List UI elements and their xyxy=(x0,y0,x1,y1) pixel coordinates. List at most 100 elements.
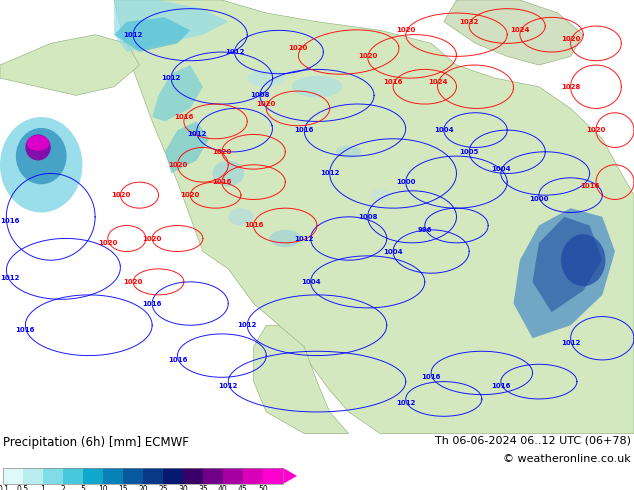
Text: 1016: 1016 xyxy=(143,300,162,307)
Text: 1012: 1012 xyxy=(396,400,415,406)
Text: 50: 50 xyxy=(258,485,268,490)
Bar xyxy=(263,468,283,484)
Bar xyxy=(163,468,183,484)
Text: 1020: 1020 xyxy=(288,45,307,50)
Ellipse shape xyxy=(16,128,67,184)
Text: 1012: 1012 xyxy=(320,171,339,176)
Polygon shape xyxy=(283,468,297,484)
Polygon shape xyxy=(114,0,634,434)
Text: 1020: 1020 xyxy=(358,53,377,59)
Text: Precipitation (6h) [mm] ECMWF: Precipitation (6h) [mm] ECMWF xyxy=(3,436,189,449)
Polygon shape xyxy=(514,208,615,338)
Text: 45: 45 xyxy=(238,485,248,490)
Text: 15: 15 xyxy=(118,485,128,490)
Text: 1012: 1012 xyxy=(187,131,206,137)
Text: 10: 10 xyxy=(98,485,108,490)
Text: 1016: 1016 xyxy=(244,222,263,228)
Text: 1020: 1020 xyxy=(181,192,200,198)
Text: 1008: 1008 xyxy=(358,214,377,220)
Ellipse shape xyxy=(371,189,390,202)
Ellipse shape xyxy=(0,117,82,213)
Text: 0.1: 0.1 xyxy=(0,485,9,490)
Text: 1032: 1032 xyxy=(460,19,479,25)
Bar xyxy=(43,468,63,484)
Bar xyxy=(3,468,23,484)
Text: 1016: 1016 xyxy=(491,383,510,389)
Polygon shape xyxy=(444,0,583,65)
Text: 1004: 1004 xyxy=(434,127,453,133)
Text: 25: 25 xyxy=(158,485,168,490)
Text: 1020: 1020 xyxy=(98,240,117,246)
Text: 40: 40 xyxy=(218,485,228,490)
Bar xyxy=(23,468,43,484)
Text: 1024: 1024 xyxy=(428,79,447,85)
Text: 1016: 1016 xyxy=(384,79,403,85)
Text: 1028: 1028 xyxy=(561,84,580,90)
Bar xyxy=(243,468,263,484)
Text: 1008: 1008 xyxy=(250,93,269,98)
Ellipse shape xyxy=(247,70,285,87)
Bar xyxy=(3,468,283,484)
Polygon shape xyxy=(165,122,209,173)
Polygon shape xyxy=(114,17,190,52)
Bar xyxy=(83,468,103,484)
Text: 1016: 1016 xyxy=(422,374,441,380)
Bar xyxy=(103,468,123,484)
Text: 1016: 1016 xyxy=(295,127,314,133)
Text: 1004: 1004 xyxy=(384,248,403,254)
Text: 1020: 1020 xyxy=(561,36,580,42)
Text: 1020: 1020 xyxy=(257,101,276,107)
Text: 1004: 1004 xyxy=(301,279,320,285)
Text: 35: 35 xyxy=(198,485,208,490)
Text: 30: 30 xyxy=(178,485,188,490)
Text: © weatheronline.co.uk: © weatheronline.co.uk xyxy=(503,454,631,464)
Bar xyxy=(63,468,83,484)
Ellipse shape xyxy=(336,145,361,158)
Ellipse shape xyxy=(228,208,254,225)
Text: 1012: 1012 xyxy=(225,49,244,55)
Bar xyxy=(223,468,243,484)
Text: 1020: 1020 xyxy=(143,236,162,242)
Text: 1016: 1016 xyxy=(16,326,35,333)
Text: 1012: 1012 xyxy=(124,32,143,38)
Text: Th 06-06-2024 06..12 UTC (06+78): Th 06-06-2024 06..12 UTC (06+78) xyxy=(435,436,631,446)
Ellipse shape xyxy=(269,230,301,247)
Polygon shape xyxy=(0,35,139,96)
Text: 1016: 1016 xyxy=(580,183,599,190)
Text: 996: 996 xyxy=(418,227,432,233)
Ellipse shape xyxy=(25,134,51,160)
Text: 5: 5 xyxy=(81,485,86,490)
Text: 1000: 1000 xyxy=(529,196,548,202)
Text: 2: 2 xyxy=(61,485,65,490)
Text: 1012: 1012 xyxy=(561,340,580,345)
Ellipse shape xyxy=(292,76,342,98)
Ellipse shape xyxy=(212,160,244,187)
Text: 1016: 1016 xyxy=(0,218,19,224)
Bar xyxy=(183,468,203,484)
Text: 1012: 1012 xyxy=(295,236,314,242)
Ellipse shape xyxy=(561,234,605,286)
Circle shape xyxy=(27,135,49,151)
Text: 1020: 1020 xyxy=(168,162,187,168)
Text: 1016: 1016 xyxy=(174,114,193,120)
Polygon shape xyxy=(254,325,349,434)
Text: 1012: 1012 xyxy=(0,274,19,281)
Text: 1012: 1012 xyxy=(238,322,257,328)
Text: 1020: 1020 xyxy=(111,192,130,198)
Bar xyxy=(203,468,223,484)
Text: 0.5: 0.5 xyxy=(17,485,29,490)
Text: 1004: 1004 xyxy=(491,166,510,172)
Text: 1020: 1020 xyxy=(124,279,143,285)
Text: 1020: 1020 xyxy=(396,27,415,33)
Text: 1000: 1000 xyxy=(396,179,415,185)
Text: 1024: 1024 xyxy=(510,27,529,33)
Text: 1012: 1012 xyxy=(219,383,238,389)
Text: 1020: 1020 xyxy=(212,149,231,155)
Text: 1016: 1016 xyxy=(168,357,187,363)
Bar xyxy=(143,468,163,484)
Text: 1020: 1020 xyxy=(586,127,605,133)
Text: 20: 20 xyxy=(138,485,148,490)
Text: 1012: 1012 xyxy=(162,75,181,81)
Polygon shape xyxy=(533,217,602,312)
Text: 1005: 1005 xyxy=(460,149,479,155)
